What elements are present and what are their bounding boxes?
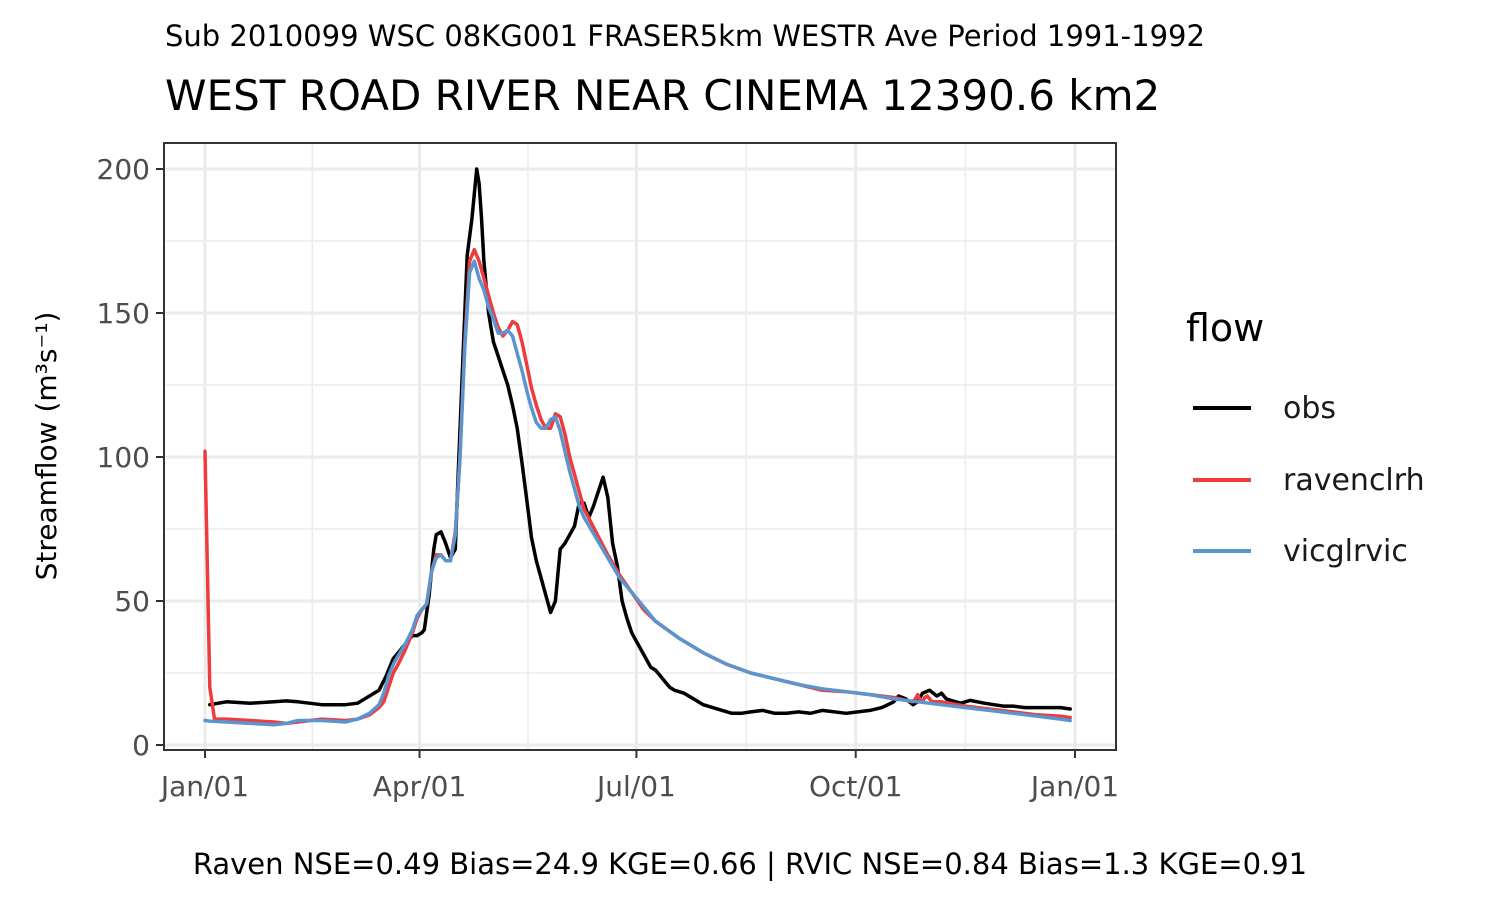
axis-ticks (156, 168, 1076, 758)
plot-border (163, 142, 1117, 751)
legend-item-obs: obs (1193, 388, 1336, 428)
y-tick-label: 0 (132, 729, 150, 762)
y-tick-label: 100 (97, 441, 150, 474)
x-tick-label: Jan/01 (1029, 770, 1119, 803)
chart-caption: Raven NSE=0.49 Bias=24.9 KGE=0.66 | RVIC… (193, 847, 1307, 881)
y-tick-label: 150 (97, 297, 150, 330)
plot-panel (164, 143, 1116, 750)
series-lines (203, 167, 1072, 727)
minor-gridlines (164, 143, 1116, 750)
series-line-vicglrvic (203, 259, 1072, 727)
legend-item-ravenclrh: ravenclrh (1193, 460, 1425, 500)
legend-label-vicglrvic: vicglrvic (1283, 533, 1408, 569)
legend-label-obs: obs (1283, 390, 1337, 426)
x-tick-label: Jan/01 (159, 770, 249, 803)
y-axis-label: Streamflow (m³s⁻¹) (30, 312, 63, 581)
series-line-obs (208, 167, 1072, 716)
tick-labels: Jan/01 Apr/01 Jul/01 Oct/01 Jan/01 0 50 100 150 2… (97, 153, 1120, 803)
y-tick-label: 50 (114, 585, 150, 618)
x-tick-label: Oct/01 (809, 770, 902, 803)
major-gridlines (164, 143, 1116, 750)
chart-title: WEST ROAD RIVER NEAR CINEMA 12390.6 km2 (165, 71, 1160, 120)
chart-subtitle: Sub 2010099 WSC 08KG001 FRASER5km WESTR … (165, 19, 1205, 53)
legend-swatch-vicglrvic (1193, 549, 1251, 553)
legend-item-vicglrvic: vicglrvic (1193, 531, 1408, 571)
legend-title: flow (1186, 306, 1265, 350)
x-tick-label: Apr/01 (373, 770, 467, 803)
legend-swatch-obs (1193, 406, 1251, 410)
y-tick-label: 200 (97, 153, 150, 186)
legend-label-ravenclrh: ravenclrh (1283, 462, 1425, 498)
x-tick-label: Jul/01 (595, 770, 676, 803)
legend-swatch-ravenclrh (1193, 478, 1251, 482)
